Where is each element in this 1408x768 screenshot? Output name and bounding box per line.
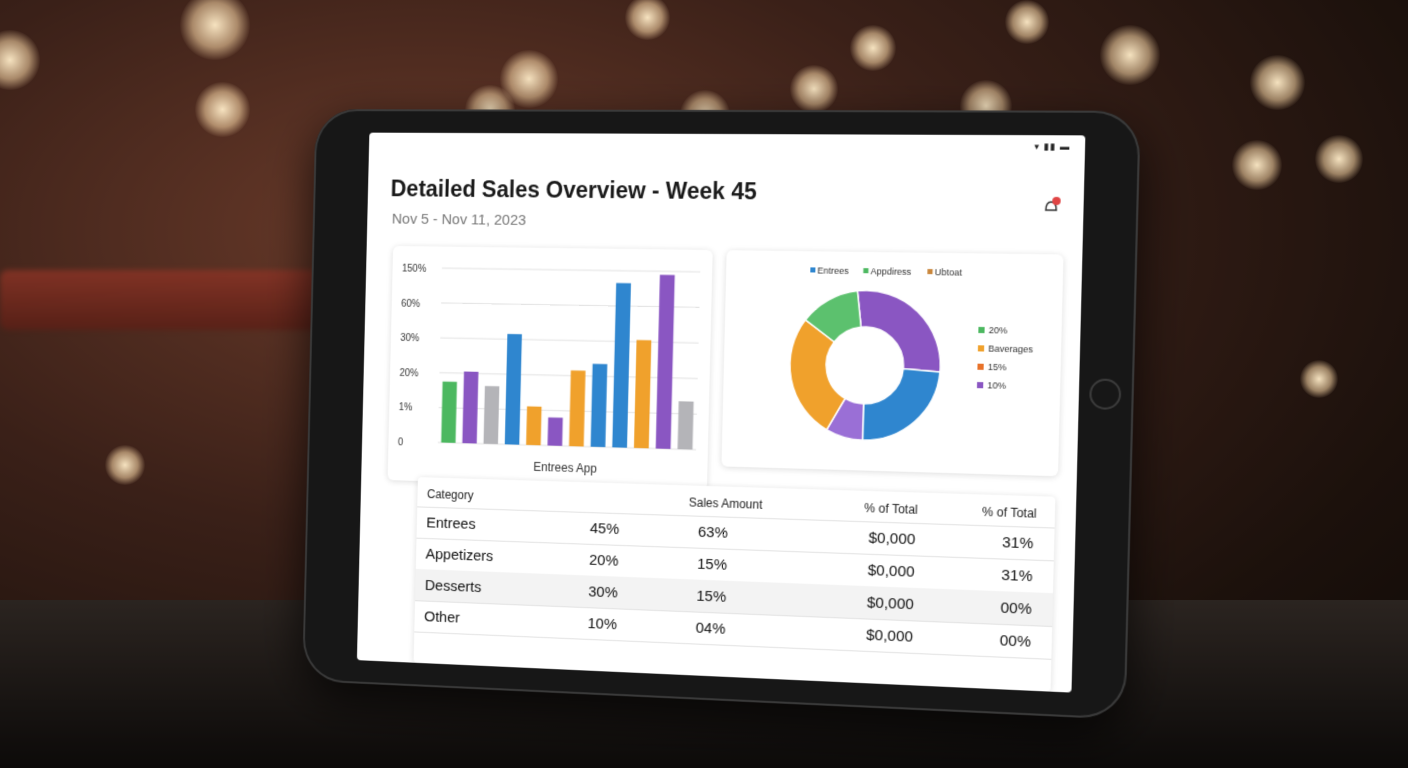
row-percent: 31% (1002, 534, 1034, 552)
bokeh-light (1005, 0, 1049, 44)
bar[interactable] (548, 417, 563, 446)
bokeh-light (625, 0, 670, 40)
legend-label: Entrees (817, 265, 849, 276)
row-amount: $0,000 (868, 562, 915, 581)
legend-swatch (927, 269, 932, 274)
header-category: Category (427, 487, 474, 502)
bar[interactable] (591, 364, 608, 447)
bar[interactable] (462, 372, 478, 444)
row-value: 20% (589, 552, 619, 570)
legend-label: Baverages (988, 343, 1034, 354)
bokeh-light (0, 30, 40, 90)
notification-bell-icon[interactable] (1041, 197, 1060, 216)
row-value: 04% (695, 620, 725, 638)
row-category: Other (424, 608, 460, 626)
bar[interactable] (569, 370, 585, 446)
bokeh-light (1250, 55, 1305, 110)
bokeh-light (1232, 140, 1282, 190)
legend-swatch (977, 364, 983, 370)
y-tick-label: 150% (402, 263, 427, 274)
bokeh-light (850, 25, 896, 71)
row-value: 15% (697, 556, 727, 574)
donut-chart-card: Entrees Appdiress Ubtoat 20% Baverages 15% 10% (721, 250, 1063, 476)
bar[interactable] (526, 406, 541, 445)
donut-slice[interactable] (862, 368, 940, 442)
row-category: Desserts (425, 577, 482, 596)
row-percent: 00% (999, 632, 1031, 651)
bar[interactable] (656, 275, 675, 449)
row-amount: $0,000 (866, 627, 913, 646)
legend-swatch (978, 345, 984, 351)
row-category: Appetizers (425, 546, 493, 565)
legend-label: 10% (987, 380, 1006, 391)
header-pct-total: % of Total (864, 501, 918, 517)
bokeh-light (1300, 360, 1338, 398)
row-percent: 00% (1000, 599, 1032, 618)
y-tick-label: 1% (399, 403, 413, 414)
row-amount: $0,000 (867, 594, 914, 613)
wifi-icon: ▾ (1034, 141, 1040, 151)
tablet-device: ▾ ▮▮ ▬ Detailed Sales Overview - Week 45… (302, 109, 1141, 720)
y-tick-label: 0 (398, 437, 404, 448)
page-title: Detailed Sales Overview - Week 45 (390, 176, 757, 206)
gridline (442, 268, 700, 272)
row-value: 15% (696, 588, 726, 606)
legend-swatch (863, 268, 868, 273)
date-range: Nov 5 - Nov 11, 2023 (392, 211, 527, 229)
y-tick-label: 30% (400, 333, 419, 344)
signal-icon: ▮▮ (1044, 141, 1057, 151)
home-button[interactable] (1089, 378, 1121, 410)
notification-badge (1052, 197, 1061, 205)
bar[interactable] (441, 382, 457, 443)
bar[interactable] (484, 386, 500, 444)
bar-chart: 150% 60% 30% 20% 1% 0 Entrees App (388, 246, 713, 490)
bar[interactable] (634, 340, 651, 448)
row-value: 10% (587, 615, 617, 633)
row-category: Entrees (426, 515, 476, 533)
legend-label: Appdiress (870, 266, 912, 277)
bar[interactable] (612, 283, 631, 448)
row-value: 63% (698, 524, 728, 542)
row-value: 45% (590, 520, 620, 538)
y-tick-label: 60% (401, 298, 420, 309)
bar[interactable] (505, 334, 522, 445)
bokeh-light (180, 0, 250, 60)
row-amount: $0,000 (868, 529, 915, 548)
donut-chart: Entrees Appdiress Ubtoat 20% Baverages 15% 10% (721, 250, 1063, 476)
bokeh-light (790, 65, 838, 113)
row-percent: 31% (1001, 567, 1033, 586)
bar[interactable] (678, 401, 694, 449)
bokeh-light (195, 82, 250, 137)
legend-label: Ubtoat (935, 267, 963, 278)
red-banquette (0, 270, 320, 330)
legend-label: 20% (989, 325, 1008, 336)
header-pct-total-2: % of Total (982, 505, 1037, 521)
row-value: 30% (588, 583, 618, 601)
legend-swatch (977, 382, 983, 388)
bar-chart-card: 150% 60% 30% 20% 1% 0 Entrees App (388, 246, 713, 490)
header-sales-amount: Sales Amount (689, 495, 763, 511)
bokeh-light (105, 445, 145, 485)
legend-label: 15% (988, 362, 1007, 373)
bokeh-light (1100, 25, 1160, 85)
legend-swatch (978, 327, 984, 333)
x-axis-label: Entrees App (533, 461, 597, 476)
battery-icon: ▬ (1060, 141, 1071, 151)
bokeh-light (1315, 135, 1363, 183)
dashboard-screen: ▾ ▮▮ ▬ Detailed Sales Overview - Week 45… (357, 133, 1085, 693)
sales-table: Category Sales Amount % of Total % of To… (414, 477, 1056, 692)
y-tick-label: 20% (399, 368, 418, 379)
legend-swatch (810, 267, 815, 272)
donut-slice[interactable] (856, 290, 943, 372)
status-bar-icons: ▾ ▮▮ ▬ (1034, 141, 1070, 152)
